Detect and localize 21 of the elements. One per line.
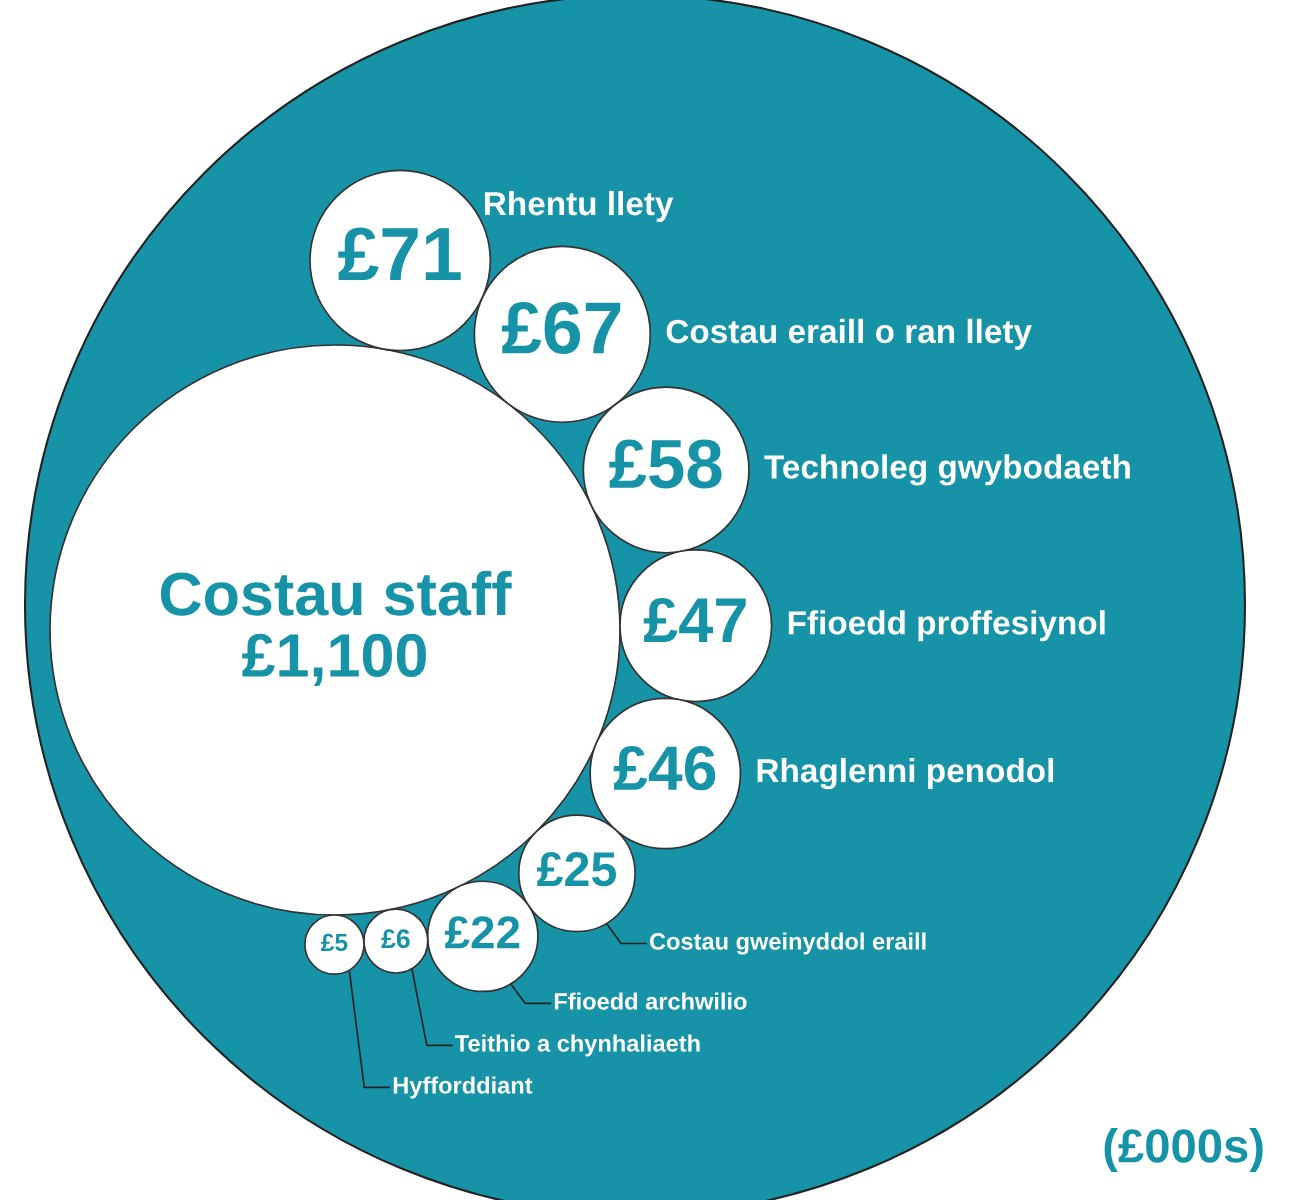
- category-label: Technoleg gwybodaeth: [764, 454, 1130, 486]
- text: (£000s): [1104, 1127, 1263, 1173]
- data-label: £5: [320, 933, 348, 952]
- category-label: Costau eraill o ran llety: [666, 318, 1032, 350]
- data-label: £25: [537, 852, 617, 887]
- category-label: Costau gweinyddol eraill: [649, 932, 926, 955]
- category-label: Ffioedd proffesiynol: [788, 610, 1105, 642]
- data-label: £46: [613, 746, 716, 791]
- category-label: Teithio a chynhaliaeth: [455, 1034, 700, 1057]
- data-label: £67: [501, 302, 621, 354]
- category-label: Ffioedd archwilio: [554, 992, 747, 1010]
- data-label: £22: [444, 916, 520, 949]
- data-label: £6: [381, 929, 410, 949]
- data-label: £47: [643, 597, 746, 643]
- category-label: Hyfforddiant: [393, 1076, 533, 1099]
- data-label: £1,100: [242, 633, 426, 686]
- data-label: £58: [609, 439, 722, 489]
- data-label: £71: [338, 227, 461, 280]
- category-label: Costau staff: [160, 570, 512, 616]
- category-label: Rhaglenni penodol: [757, 757, 1054, 790]
- category-label: Rhentu llety: [484, 190, 674, 222]
